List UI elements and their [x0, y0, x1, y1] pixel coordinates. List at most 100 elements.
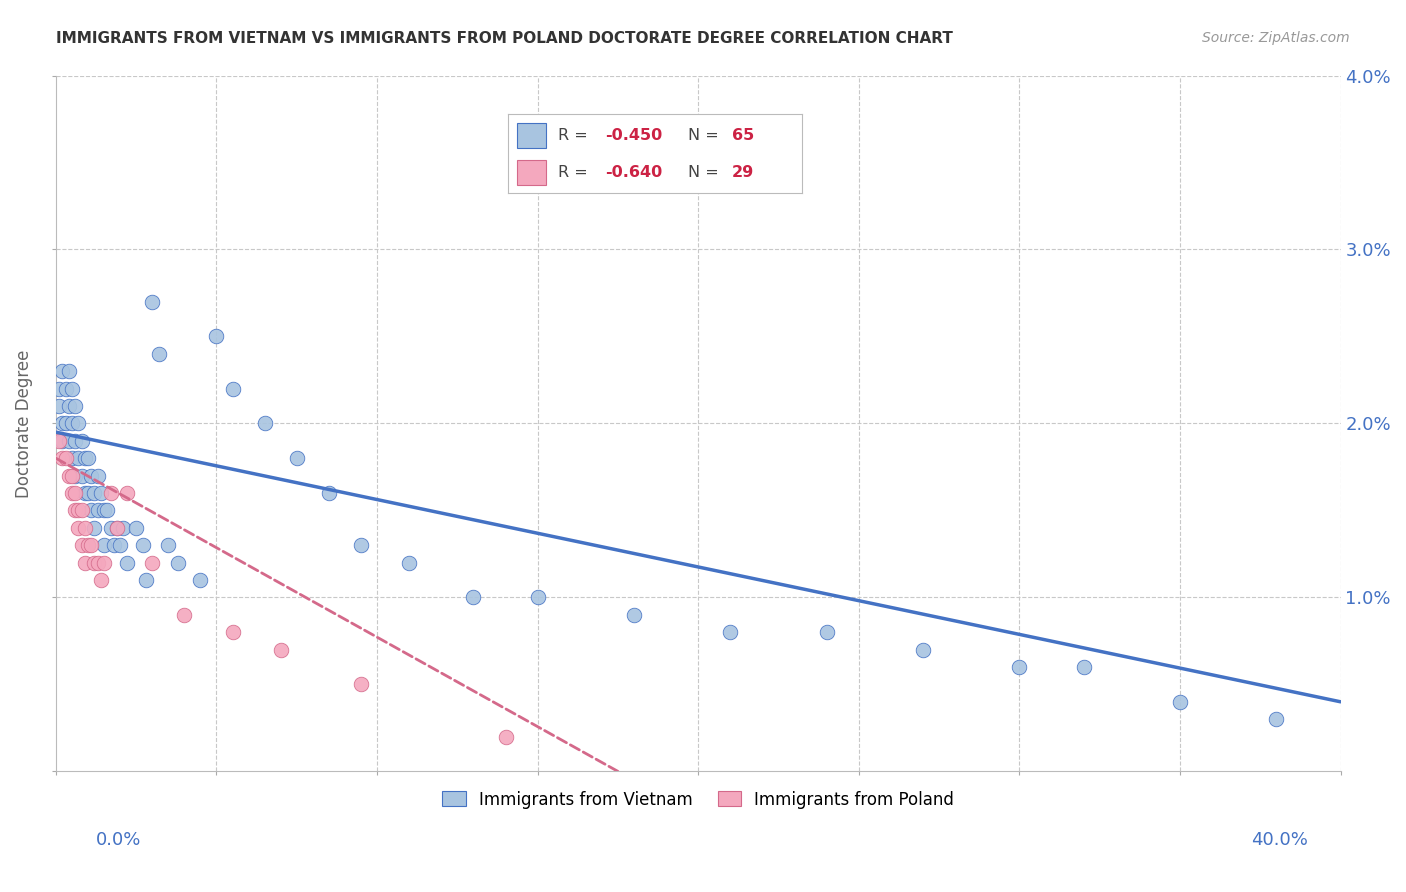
Point	[60, 468, 83, 483]
Point	[221, 382, 243, 396]
Point	[67, 451, 90, 466]
Point	[157, 538, 180, 552]
Point	[718, 625, 741, 640]
Text: R =: R =	[558, 165, 593, 180]
Point	[90, 573, 112, 587]
Point	[80, 503, 103, 517]
Text: 40.0%: 40.0%	[1251, 831, 1308, 849]
Point	[86, 556, 108, 570]
Point	[80, 468, 103, 483]
Point	[1168, 695, 1191, 709]
Point	[73, 521, 96, 535]
Text: N =: N =	[688, 128, 724, 143]
Point	[285, 451, 308, 466]
Point	[55, 451, 77, 466]
Point	[83, 556, 105, 570]
Point	[148, 347, 170, 361]
Point	[48, 434, 70, 448]
Point	[96, 503, 118, 517]
Point	[463, 591, 485, 605]
Y-axis label: Doctorate Degree: Doctorate Degree	[15, 350, 32, 498]
Point	[77, 538, 100, 552]
Point	[63, 468, 86, 483]
Point	[80, 538, 103, 552]
Point	[51, 417, 73, 431]
Point	[51, 451, 73, 466]
Point	[100, 521, 122, 535]
Point	[318, 486, 340, 500]
Text: 65: 65	[731, 128, 754, 143]
Point	[350, 538, 373, 552]
Point	[623, 607, 645, 622]
Point	[67, 521, 90, 535]
Point	[815, 625, 838, 640]
Point	[63, 434, 86, 448]
Point	[55, 417, 77, 431]
Point	[58, 468, 80, 483]
Point	[58, 399, 80, 413]
Point	[190, 573, 212, 587]
Text: 29: 29	[731, 165, 754, 180]
Point	[1073, 660, 1095, 674]
Point	[73, 451, 96, 466]
Point	[103, 538, 125, 552]
Point	[495, 730, 517, 744]
Text: R =: R =	[558, 128, 593, 143]
Point	[93, 538, 115, 552]
Text: -0.640: -0.640	[605, 165, 662, 180]
FancyBboxPatch shape	[517, 160, 547, 185]
Point	[108, 538, 131, 552]
Point	[105, 521, 128, 535]
Point	[141, 556, 163, 570]
Text: Source: ZipAtlas.com: Source: ZipAtlas.com	[1202, 31, 1350, 45]
Point	[141, 294, 163, 309]
Point	[1008, 660, 1031, 674]
Text: IMMIGRANTS FROM VIETNAM VS IMMIGRANTS FROM POLAND DOCTORATE DEGREE CORRELATION C: IMMIGRANTS FROM VIETNAM VS IMMIGRANTS FR…	[56, 31, 953, 46]
Point	[77, 486, 100, 500]
Point	[115, 556, 138, 570]
Point	[70, 434, 93, 448]
Point	[350, 677, 373, 691]
Point	[83, 486, 105, 500]
Point	[60, 382, 83, 396]
Point	[48, 382, 70, 396]
Point	[221, 625, 243, 640]
Point	[73, 486, 96, 500]
Point	[86, 503, 108, 517]
Point	[70, 503, 93, 517]
Point	[51, 364, 73, 378]
Point	[131, 538, 153, 552]
Point	[90, 486, 112, 500]
Point	[63, 399, 86, 413]
Point	[48, 399, 70, 413]
Point	[63, 486, 86, 500]
Point	[398, 556, 420, 570]
Point	[83, 521, 105, 535]
FancyBboxPatch shape	[517, 122, 547, 148]
Point	[253, 417, 276, 431]
Point	[270, 642, 292, 657]
Point	[1265, 712, 1288, 726]
Point	[55, 382, 77, 396]
Point	[67, 417, 90, 431]
Point	[93, 503, 115, 517]
Point	[60, 486, 83, 500]
Point	[93, 556, 115, 570]
Point	[60, 417, 83, 431]
Point	[67, 503, 90, 517]
Point	[60, 451, 83, 466]
Point	[51, 434, 73, 448]
Point	[70, 468, 93, 483]
Point	[115, 486, 138, 500]
Point	[526, 591, 548, 605]
Point	[86, 468, 108, 483]
Point	[911, 642, 934, 657]
Point	[63, 503, 86, 517]
Point	[58, 434, 80, 448]
Text: 0.0%: 0.0%	[96, 831, 141, 849]
Point	[105, 521, 128, 535]
Text: -0.450: -0.450	[605, 128, 662, 143]
Point	[58, 364, 80, 378]
Point	[77, 451, 100, 466]
Text: N =: N =	[688, 165, 724, 180]
